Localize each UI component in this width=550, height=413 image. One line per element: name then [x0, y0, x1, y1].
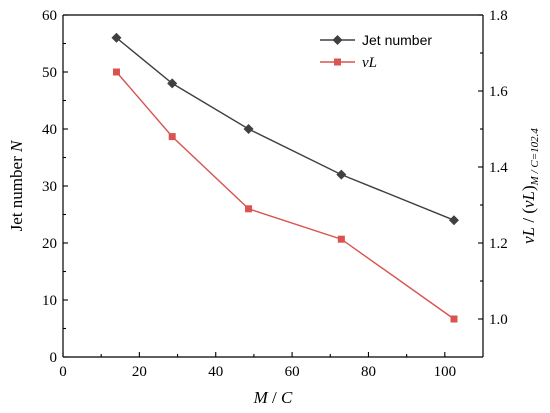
x-tick-label: 100 — [434, 364, 457, 380]
x-tick-label: 20 — [132, 364, 147, 380]
legend-item-jet-number: Jet number — [320, 32, 432, 48]
plot-frame — [62, 14, 484, 358]
y-right-tick-label: 1.6 — [489, 84, 508, 100]
data-point-jet-number — [448, 215, 459, 226]
legend-marker-vl — [334, 58, 341, 66]
y-left-tick-label: 0 — [50, 350, 58, 366]
data-point-jet-number — [336, 169, 347, 180]
y-left-tick-label: 30 — [42, 179, 57, 195]
x-tick-label: 60 — [285, 364, 300, 380]
legend-label-jet-number: Jet number — [362, 32, 432, 48]
y-right-tick-label: 1.4 — [489, 160, 508, 176]
data-point-vl — [168, 133, 176, 141]
data-point-jet-number — [111, 32, 122, 43]
y-right-tick-label: 1.8 — [489, 8, 508, 24]
data-point-vl — [112, 68, 120, 76]
legend-label-vl: vL — [362, 55, 377, 71]
y-right-tick-label: 1.2 — [489, 236, 508, 252]
y-left-tick-label: 10 — [42, 293, 57, 309]
data-point-vl — [450, 315, 458, 323]
x-axis-title: M / C — [253, 388, 293, 407]
y-right-axis-title: vL / (vL)M / C=102.4 — [519, 128, 541, 244]
y-left-tick-label: 20 — [42, 236, 57, 252]
data-point-jet-number — [243, 124, 254, 134]
y-left-tick-label: 60 — [42, 8, 57, 24]
series-line-jet-number — [116, 37, 455, 221]
y-left-axis-title: Jet number N — [7, 139, 26, 231]
y-left-axis-ticks: 0 10 20 30 40 50 60 — [42, 8, 68, 366]
y-right-axis-ticks: 1.0 1.2 1.4 1.6 1.8 — [478, 8, 508, 328]
x-tick-label: 40 — [208, 364, 223, 380]
y-left-tick-label: 50 — [42, 65, 57, 81]
series-layer — [111, 32, 459, 323]
legend-marker-jet-number — [332, 35, 343, 45]
data-point-jet-number — [167, 78, 178, 89]
x-axis-ticks: 0 20 40 60 80 100 — [59, 352, 456, 380]
y-left-tick-label: 40 — [42, 122, 57, 138]
series-line-vl — [115, 71, 455, 320]
legend: Jet number vL — [320, 32, 432, 71]
data-point-vl — [337, 235, 345, 243]
x-tick-label: 80 — [361, 364, 376, 380]
data-point-vl — [245, 205, 253, 213]
x-tick-label: 0 — [59, 364, 67, 380]
legend-item-vl: vL — [320, 55, 377, 71]
y-right-tick-label: 1.0 — [489, 312, 508, 328]
